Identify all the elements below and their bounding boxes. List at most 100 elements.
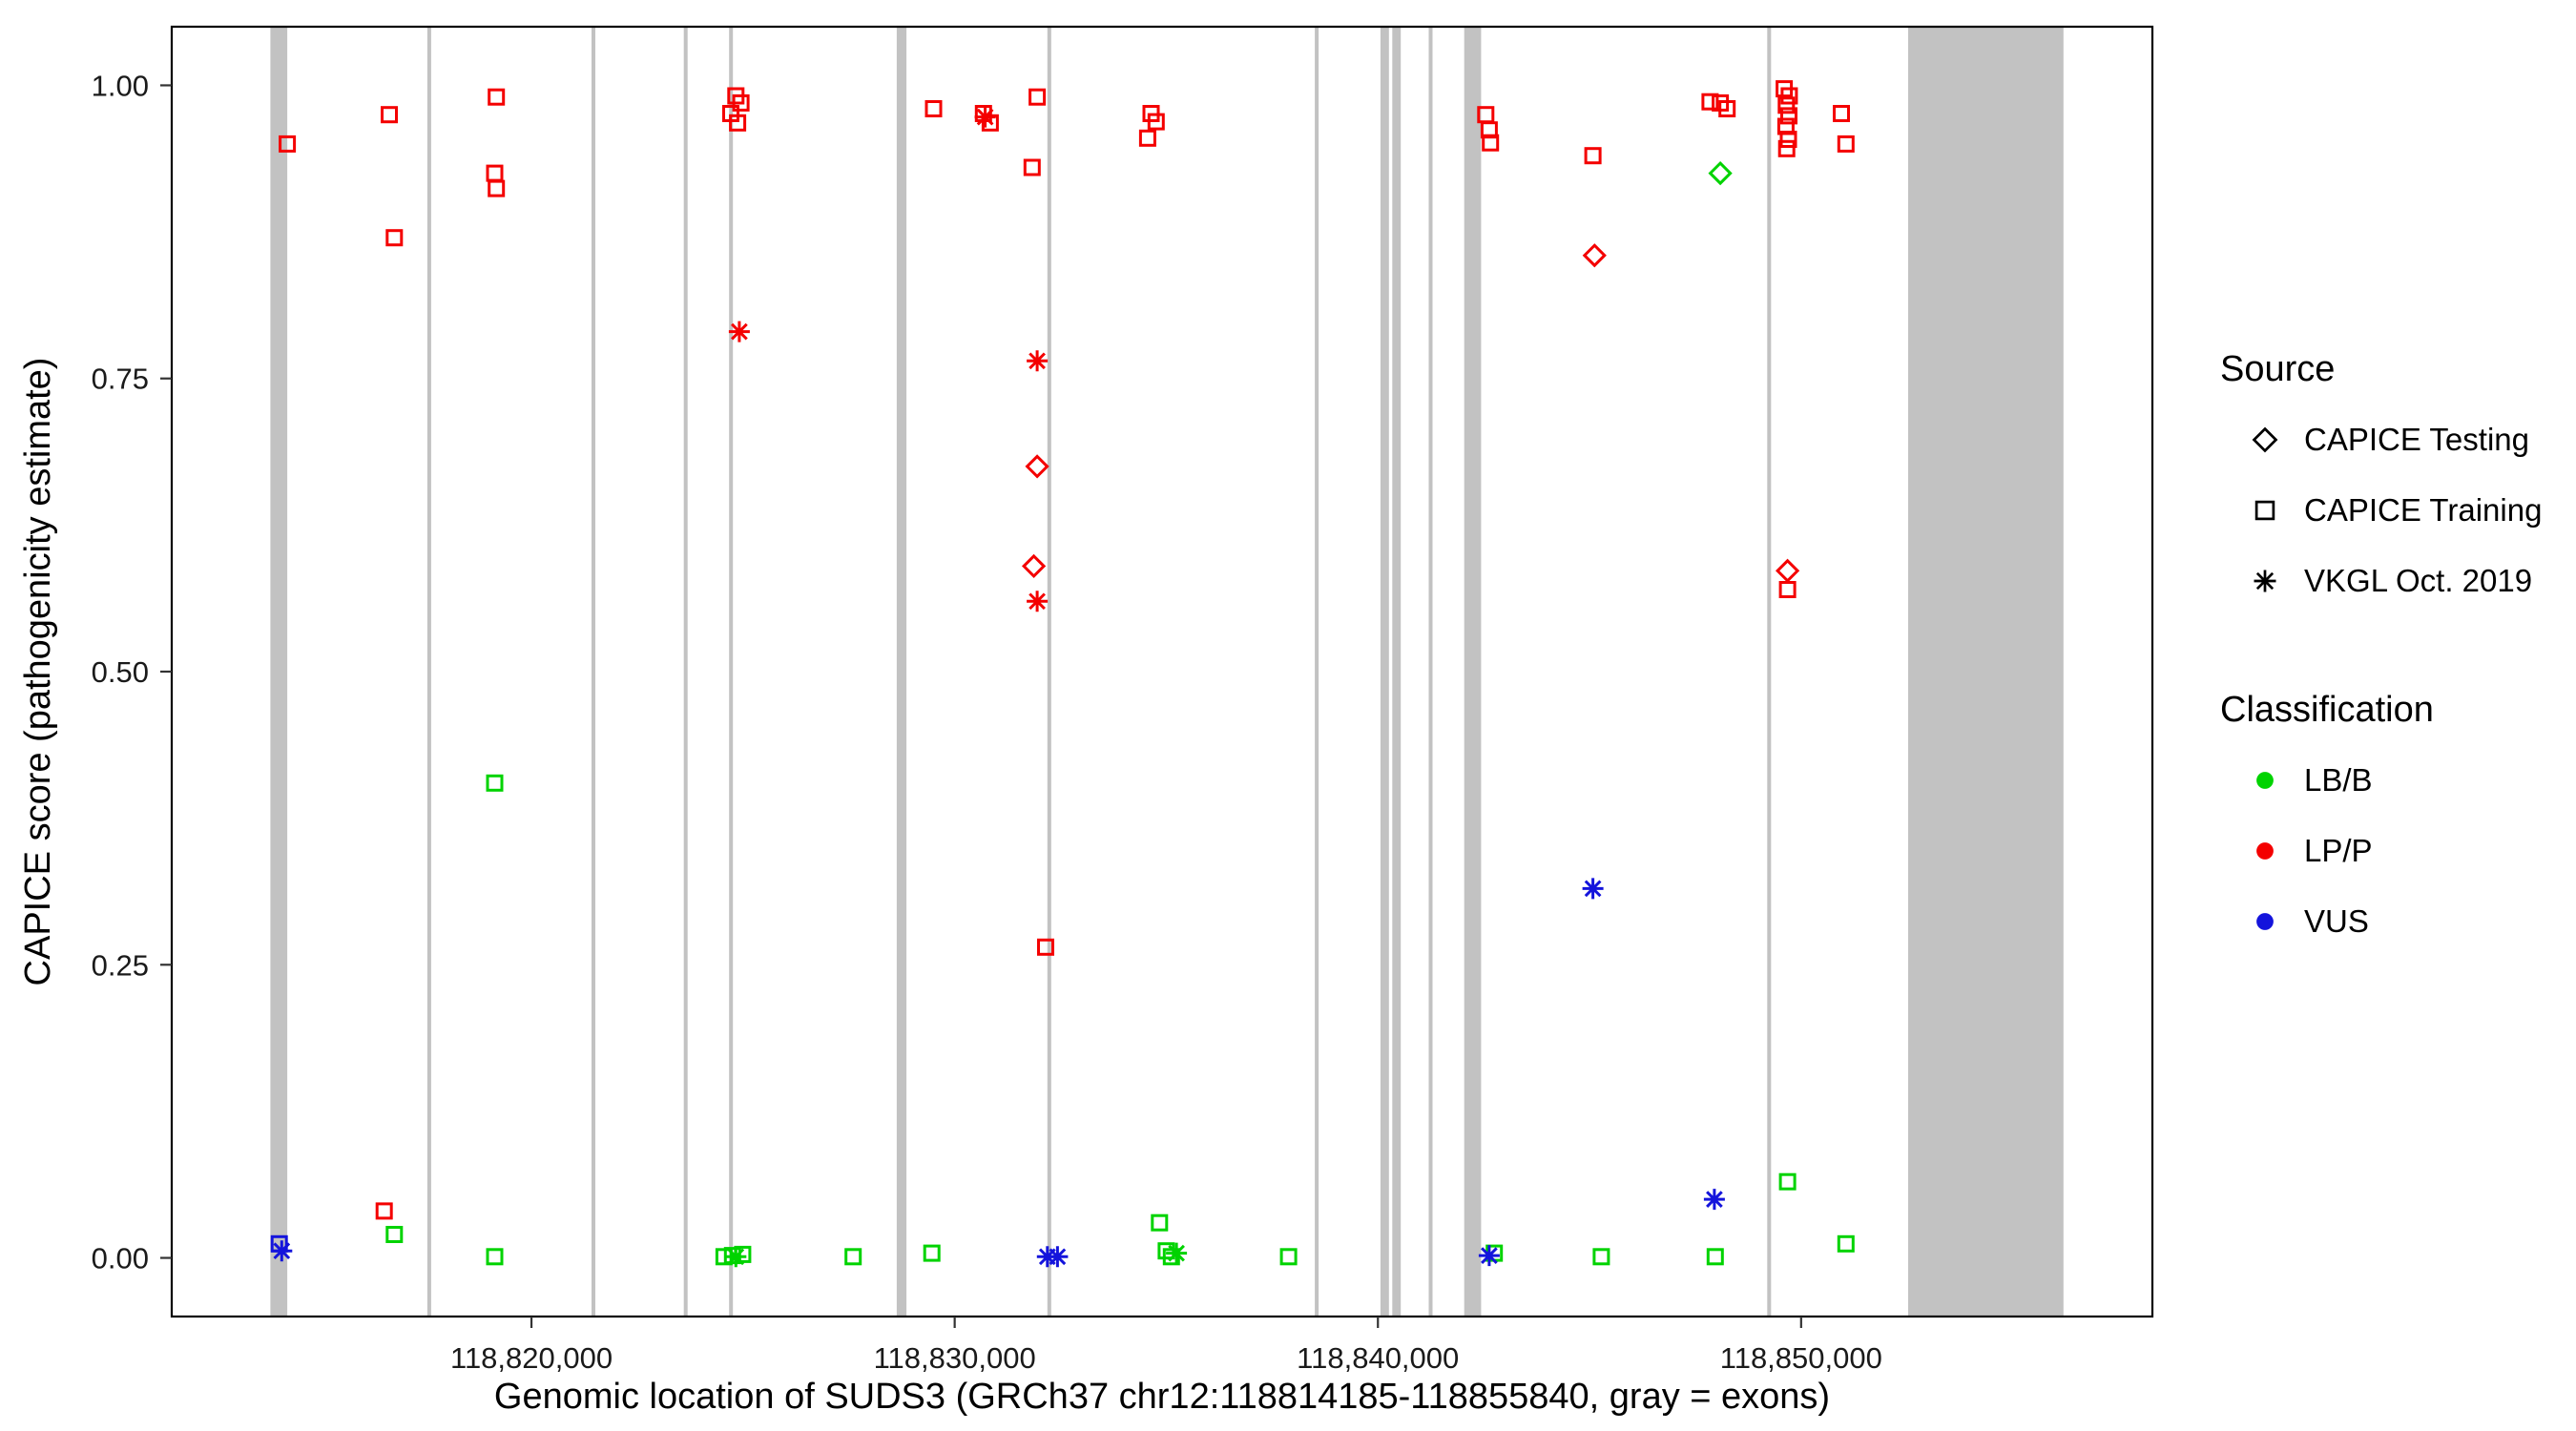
data-point-square [486,1248,504,1266]
data-point-square [1279,1248,1298,1266]
data-point-square [1482,134,1500,152]
asterisk-icon [2254,570,2276,592]
x-axis-title: Genomic location of SUDS3 (GRCh37 chr12:… [494,1377,1830,1417]
data-point-diamond [1708,160,1733,186]
legend-item-label: CAPICE Training [2304,492,2543,528]
data-point-square [1147,113,1165,131]
data-point-square [1138,129,1156,147]
exon-band [1428,27,1433,1317]
legend-item-label: VKGL Oct. 2019 [2304,563,2533,598]
data-point-square [486,164,504,182]
data-point-square [924,100,943,117]
data-point-square [1780,107,1797,125]
data-point-diamond [1582,243,1607,268]
legend-item-label: LP/P [2304,833,2373,868]
exon-band [1315,27,1319,1317]
legend-classification-title: Classification [2220,690,2434,730]
data-point-asterisk [1703,1189,1725,1211]
data-point-square [1037,938,1054,956]
exon-band [729,27,734,1317]
y-tick-label: 0.75 [92,363,149,396]
exon-band [1047,27,1051,1317]
data-point-square [1779,131,1797,148]
data-point-square [729,114,747,132]
exon-band [1464,27,1482,1317]
data-point-square [1837,1234,1855,1253]
exon-band [896,27,907,1317]
blue-circle-icon [2256,913,2274,930]
data-point-square [488,88,506,106]
data-point-square [1777,139,1796,157]
red-circle-icon [2256,842,2274,860]
x-tick-label: 118,820,000 [450,1341,613,1375]
legend-group-classification: Classification LB/B LP/P VUS [2220,690,2542,944]
data-point-square [923,1244,941,1262]
data-point-square [1584,147,1602,165]
data-point-square [1833,105,1850,122]
legend-group-source: Source CAPICE Testing CAPICE Training VK… [2220,349,2542,604]
exon-band [426,27,431,1317]
data-point-square [1701,93,1719,111]
data-point-asterisk [1478,1245,1500,1267]
data-point-diamond [1775,558,1800,583]
data-point-square [1592,1248,1610,1266]
data-point-square [1778,581,1797,598]
legend-item-vkgl-2019: VKGL Oct. 2019 [2220,558,2542,604]
green-circle-icon [2256,772,2274,789]
data-point-square [1780,87,1798,105]
square-icon [2254,500,2275,521]
data-point-square [1028,88,1047,106]
y-tick-label: 0.25 [92,948,149,982]
legend-item-label: LB/B [2304,762,2373,798]
data-point-square [375,1202,393,1220]
data-point-square [279,135,297,153]
data-point-square [844,1248,862,1266]
legend-item-capice-testing: CAPICE Testing [2220,417,2542,463]
data-point-asterisk [1047,1246,1069,1268]
data-point-square [1151,1213,1169,1232]
data-point-square [1837,135,1855,153]
y-tick-label: 1.00 [92,69,149,102]
y-tick-label: 0.50 [92,655,149,689]
legend-item-lbb: LB/B [2220,757,2542,803]
data-point-square [488,179,506,197]
legend-item-capice-training: CAPICE Training [2220,487,2542,533]
legend-item-vus: VUS [2220,899,2542,944]
data-point-square [486,774,504,792]
exon-band [270,27,288,1317]
exon-band [1380,27,1389,1317]
data-point-asterisk [1582,878,1604,900]
data-point-asterisk [728,321,750,342]
data-point-asterisk [974,106,996,128]
data-point-square [385,1226,404,1243]
legend-source-title: Source [2220,349,2336,389]
data-point-square [1706,1248,1724,1266]
data-point-asterisk [725,1246,747,1268]
data-point-diamond [1021,553,1047,579]
data-point-asterisk [271,1240,293,1262]
data-point-square [385,229,404,247]
data-point-asterisk [1027,591,1049,612]
x-tick-label: 118,840,000 [1297,1341,1459,1375]
diamond-icon [2252,426,2278,453]
legend: Source CAPICE Testing CAPICE Training VK… [2220,349,2542,969]
exon-band [592,27,595,1317]
data-point-square [381,106,398,124]
exon-band [1908,27,2064,1317]
x-tick-label: 118,850,000 [1720,1341,1882,1375]
exon-band [1392,27,1402,1317]
data-point-asterisk [1166,1242,1188,1264]
y-tick-label: 0.00 [92,1242,149,1275]
data-point-square [1718,100,1736,117]
y-axis-title: CAPICE score (pathogenicity estimate) [18,358,58,986]
data-point-square [1777,96,1796,114]
exon-band [1767,27,1772,1317]
data-point-diamond [1025,454,1049,479]
x-tick-label: 118,830,000 [874,1341,1036,1375]
data-point-square [732,93,750,112]
legend-item-lpp: LP/P [2220,828,2542,874]
data-point-square [1778,1172,1797,1191]
legend-item-label: VUS [2304,903,2369,939]
